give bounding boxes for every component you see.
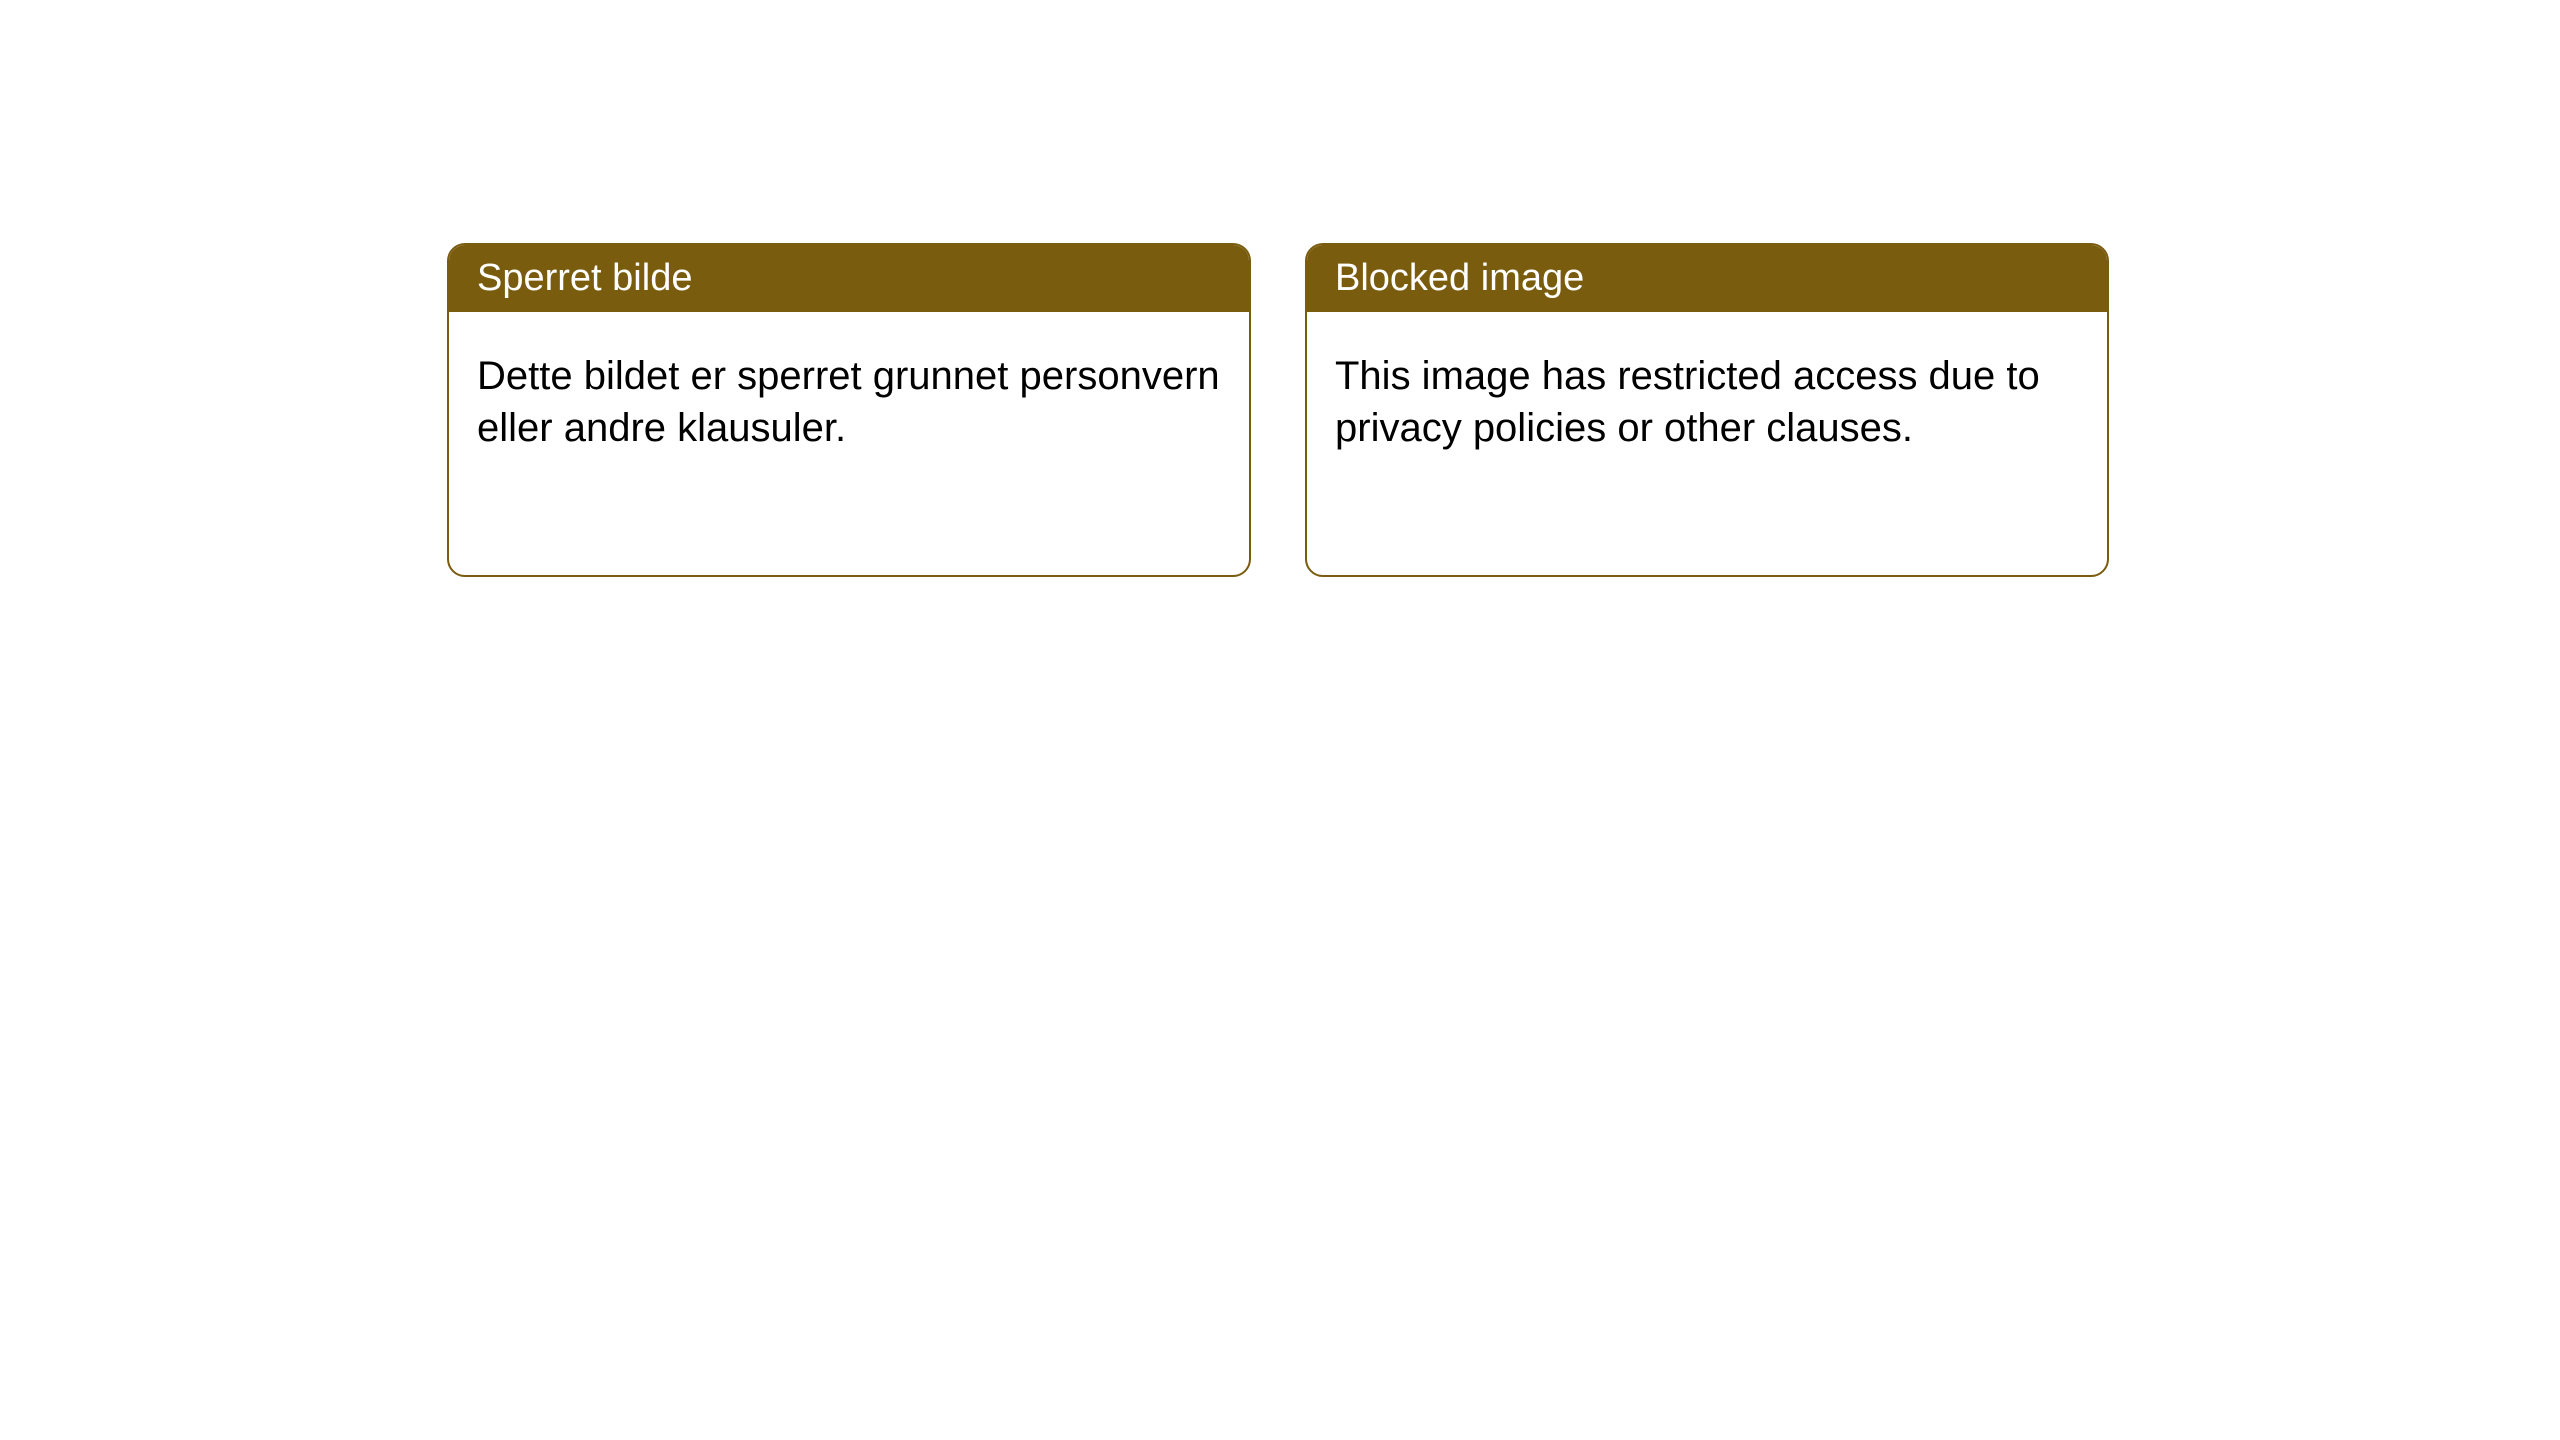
card-title-no: Sperret bilde — [477, 257, 692, 299]
card-header-no: Sperret bilde — [449, 245, 1249, 312]
blocked-image-card-no: Sperret bilde Dette bildet er sperret gr… — [447, 243, 1251, 577]
card-body-no: Dette bildet er sperret grunnet personve… — [449, 312, 1249, 492]
blocked-image-card-en: Blocked image This image has restricted … — [1305, 243, 2109, 577]
card-body-en: This image has restricted access due to … — [1307, 312, 2107, 492]
card-text-en: This image has restricted access due to … — [1335, 354, 2040, 450]
cards-container: Sperret bilde Dette bildet er sperret gr… — [447, 243, 2109, 577]
card-title-en: Blocked image — [1335, 257, 1584, 299]
card-text-no: Dette bildet er sperret grunnet personve… — [477, 354, 1220, 450]
card-header-en: Blocked image — [1307, 245, 2107, 312]
